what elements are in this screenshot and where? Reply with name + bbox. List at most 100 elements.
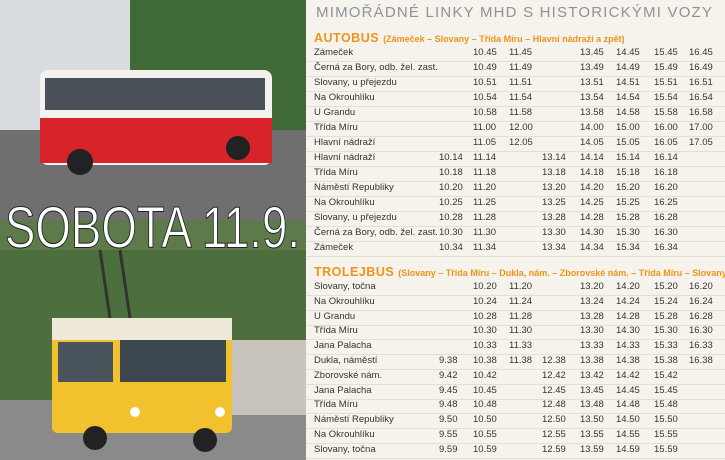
departure-time: 12.50 xyxy=(542,414,566,426)
photo: SOBOTA 11.9. xyxy=(0,0,306,460)
departure-time: 10.33 xyxy=(473,340,497,352)
wall xyxy=(230,340,306,415)
departure-time: 13.59 xyxy=(580,443,604,455)
departure-time: 13.20 xyxy=(542,182,566,193)
departure-time: 16.28 xyxy=(654,212,678,223)
departure-time: 14.54 xyxy=(616,92,640,103)
stop-name: Třída Míru xyxy=(314,399,358,411)
timetable-row: Zámeček 10.34 11.34 13.34 14.34 15.34 16.34 xyxy=(306,241,725,257)
departure-time: 14.28 xyxy=(580,212,604,223)
departure-time: 14.05 xyxy=(580,137,604,148)
timetable-row: Na Okrouhlíku 10.24 11.24 13.24 14.24 15.24 16… xyxy=(306,295,725,311)
departure-time: 10.49 xyxy=(473,62,497,73)
departure-time: 15.34 xyxy=(616,242,640,253)
timetable-row: Třída Míru 9.48 10.48 12.48 13.48 14.48 15.48 xyxy=(306,398,725,415)
departure-time: 15.55 xyxy=(654,429,678,440)
departure-time: 10.51 xyxy=(473,77,497,88)
stop-name: Jana Palacha xyxy=(314,384,372,396)
departure-time: 11.58 xyxy=(509,107,533,118)
departure-time: 10.20 xyxy=(439,182,463,193)
departure-time: 16.20 xyxy=(654,182,678,193)
departure-time: 15.38 xyxy=(654,355,678,366)
departure-time: 14.58 xyxy=(616,107,640,118)
departure-time: 10.48 xyxy=(473,399,497,411)
title: MIMOŘÁDNÉ LINKY MHD S HISTORICKÝMI VOZY xyxy=(316,4,714,21)
departure-time: 13.20 xyxy=(580,281,604,292)
departure-time: 10.34 xyxy=(439,242,463,253)
departure-time: 13.30 xyxy=(542,227,566,238)
departure-time: 14.30 xyxy=(580,227,604,238)
departure-time: 14.50 xyxy=(616,414,640,426)
departure-time: 13.42 xyxy=(580,369,604,381)
departure-time: 16.51 xyxy=(689,77,713,88)
departure-time: 14.59 xyxy=(616,443,640,455)
departure-time: 14.34 xyxy=(580,242,604,253)
departure-time: 13.38 xyxy=(580,355,604,366)
departure-time: 11.18 xyxy=(473,167,497,178)
departure-time: 15.28 xyxy=(616,212,640,223)
timetable-row: Třída Míru 10.18 11.18 13.18 14.18 15.18 16.18 xyxy=(306,166,725,182)
timetable-row: Slovany, u přejezdu 10.51 11.51 13.51 14.51 1… xyxy=(306,76,725,92)
timetable-row: Slovany, točna 10.20 11.20 13.20 14.20 15.20 1… xyxy=(306,280,725,296)
timetable-row: Na Okrouhlíku 10.54 11.54 13.54 14.54 15.54 16… xyxy=(306,91,725,107)
timetable-row: Náměstí Republiky 9.50 10.50 12.50 13.50 14.5… xyxy=(306,413,725,430)
departure-time: 9.50 xyxy=(439,414,458,426)
departure-time: 13.30 xyxy=(580,325,604,337)
departure-time: 9.38 xyxy=(439,355,458,366)
timetable-row: U Grandu 10.28 11.28 13.28 14.28 15.28 16.28 xyxy=(306,310,725,326)
timetable-row: Zborovské nám. 9.42 10.42 12.42 13.42 14.42 15… xyxy=(306,369,725,385)
departure-time: 10.30 xyxy=(439,227,463,238)
departure-time: 15.28 xyxy=(654,310,678,322)
stop-name: Jana Palacha xyxy=(314,340,372,352)
departure-time: 15.33 xyxy=(654,340,678,352)
departure-time: 14.51 xyxy=(616,77,640,88)
departure-time: 16.33 xyxy=(689,340,713,352)
departure-time: 11.30 xyxy=(473,227,497,238)
departure-time: 9.59 xyxy=(439,443,458,455)
departure-time: 15.51 xyxy=(654,77,678,88)
departure-time: 14.48 xyxy=(616,399,640,411)
departure-time: 15.49 xyxy=(654,62,678,73)
departure-time: 11.33 xyxy=(509,340,533,352)
departure-time: 15.45 xyxy=(654,47,678,58)
departure-time: 14.30 xyxy=(616,325,640,337)
stop-name: Na Okrouhlíku xyxy=(314,295,375,307)
departure-time: 16.58 xyxy=(689,107,713,118)
departure-time: 16.14 xyxy=(654,152,678,163)
departure-time: 11.25 xyxy=(473,197,497,208)
departure-time: 10.20 xyxy=(473,281,497,292)
departure-time: 9.48 xyxy=(439,399,458,411)
stop-name: Černá za Bory, odb. žel. zast. xyxy=(314,227,438,238)
departure-time: 15.20 xyxy=(616,182,640,193)
timetable-row: Dukla, náměstí 9.38 10.38 11.38 12.38 13.38 14… xyxy=(306,354,725,370)
departure-time: 11.14 xyxy=(473,152,497,163)
departure-time: 16.30 xyxy=(654,227,678,238)
departure-time: 12.59 xyxy=(542,443,566,455)
departure-time: 10.45 xyxy=(473,384,497,396)
departure-time: 14.20 xyxy=(616,281,640,292)
timetable: MIMOŘÁDNÉ LINKY MHD S HISTORICKÝMI VOZY … xyxy=(306,0,725,460)
departure-time: 12.55 xyxy=(542,429,566,440)
departure-time: 13.25 xyxy=(542,197,566,208)
stop-name: U Grandu xyxy=(314,107,356,118)
timetable-row: Černá za Bory, odb. žel. zast. 10.49 11.49… xyxy=(306,61,725,77)
stop-name: Třída Míru xyxy=(314,325,358,337)
departure-time: 13.33 xyxy=(580,340,604,352)
departure-time: 13.54 xyxy=(580,92,604,103)
timetable-row: Jana Palacha 10.33 11.33 13.33 14.33 15.33 16.… xyxy=(306,339,725,356)
departure-time: 15.50 xyxy=(654,414,678,426)
departure-time: 12.48 xyxy=(542,399,566,411)
departure-time: 10.58 xyxy=(473,107,497,118)
departure-time: 11.24 xyxy=(509,295,533,307)
departure-time: 15.59 xyxy=(654,443,678,455)
departure-time: 11.45 xyxy=(509,47,533,58)
departure-time: 17.05 xyxy=(689,137,713,148)
departure-time: 15.20 xyxy=(654,281,678,292)
departure-time: 11.34 xyxy=(473,242,497,253)
timetable-row: Na Okrouhlíku 9.55 10.55 12.55 13.55 14.55 15.… xyxy=(306,428,725,444)
departure-time: 13.50 xyxy=(580,414,604,426)
banner: SOBOTA 11.9. xyxy=(5,195,300,260)
departure-time: 12.00 xyxy=(509,122,533,133)
stop-name: Dukla, náměstí xyxy=(314,355,378,366)
departure-time: 15.58 xyxy=(654,107,678,118)
